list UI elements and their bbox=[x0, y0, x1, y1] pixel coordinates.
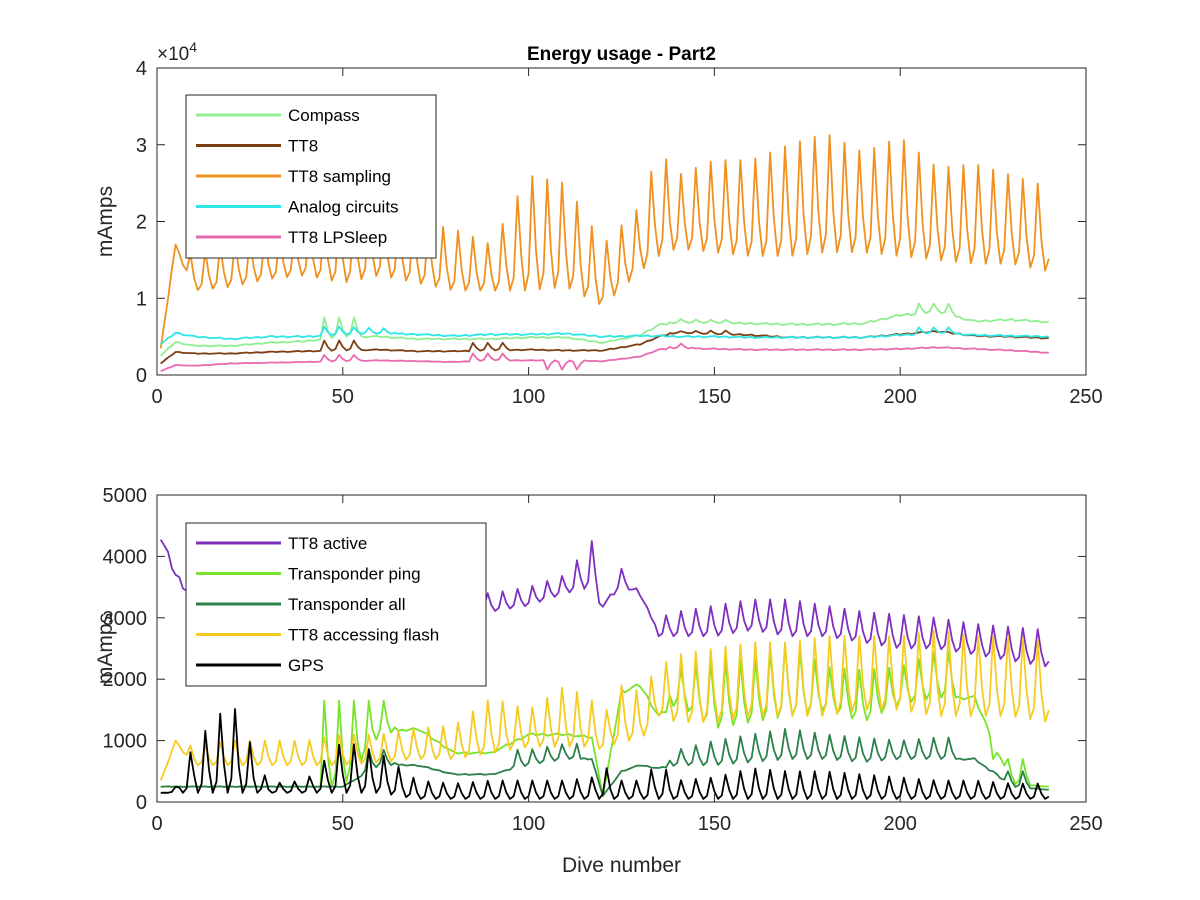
y-tick-label: 5000 bbox=[103, 485, 148, 507]
y-tick-label: 3000 bbox=[103, 608, 148, 630]
x-tick-label: 100 bbox=[512, 813, 545, 835]
legend-entry: Transponder all bbox=[288, 595, 406, 614]
x-tick-label: 100 bbox=[512, 386, 545, 408]
y-tick-label: 4000 bbox=[103, 546, 148, 568]
y-tick-label: 0 bbox=[136, 365, 147, 387]
y-tick-label: 2000 bbox=[103, 669, 148, 691]
legend-entry: Analog circuits bbox=[288, 198, 399, 217]
legend-entry: TT8 active bbox=[288, 534, 367, 553]
bottom-panel: 0 50 100 150 200 250 0 1000 2000 3000 4000 5000 mAmp… bbox=[94, 485, 1103, 877]
series-lines bbox=[159, 539, 1050, 800]
series-line-tt8-lpsleep bbox=[160, 342, 1049, 373]
legend: TT8 active Transponder ping Transponder al… bbox=[185, 522, 487, 687]
series-line-analog-circuits bbox=[160, 325, 1049, 346]
legend-entry: TT8 sampling bbox=[288, 167, 391, 186]
x-tick-label: 0 bbox=[151, 813, 162, 835]
x-tick-label: 50 bbox=[332, 813, 354, 835]
legend-entry: Transponder ping bbox=[288, 565, 421, 584]
y-exponent-power: 4 bbox=[189, 39, 197, 55]
legend-entry: Compass bbox=[288, 106, 360, 125]
x-tick-label: 50 bbox=[332, 386, 354, 408]
x-axis-label: Dive number bbox=[562, 854, 681, 877]
x-tick-label: 250 bbox=[1069, 813, 1102, 835]
series-line-gps bbox=[160, 708, 1050, 800]
series-line-transponder-all bbox=[160, 728, 1049, 797]
x-tick-label: 250 bbox=[1069, 386, 1102, 408]
y-axis-label: mAmps bbox=[94, 186, 117, 257]
legend-entry: TT8 LPSleep bbox=[288, 228, 387, 247]
y-tick-label: 1 bbox=[136, 288, 147, 310]
x-tick-label: 200 bbox=[884, 813, 917, 835]
series-line-tt8-accessing-flash bbox=[159, 629, 1050, 781]
y-axis-label: mAmps bbox=[94, 613, 117, 684]
legend-entry: GPS bbox=[288, 656, 324, 675]
y-tick-label: 3 bbox=[136, 135, 147, 157]
series-lines bbox=[159, 134, 1050, 373]
x-tick-label: 0 bbox=[151, 386, 162, 408]
x-tick-label: 200 bbox=[884, 386, 917, 408]
chart-title: Energy usage - Part2 bbox=[527, 44, 716, 65]
legend-entry: TT8 bbox=[288, 137, 318, 156]
y-tick-label: 1000 bbox=[103, 731, 148, 753]
legend: Compass TT8 TT8 sampling Analog circuits TT8… bbox=[185, 94, 437, 259]
x-tick-label: 150 bbox=[698, 386, 731, 408]
legend-entry: TT8 accessing flash bbox=[288, 626, 439, 645]
y-tick-label: 4 bbox=[136, 58, 147, 80]
y-tick-label: 0 bbox=[136, 792, 147, 814]
x-tick-label: 150 bbox=[698, 813, 731, 835]
series-line-compass bbox=[160, 302, 1049, 357]
y-tick-label: 2 bbox=[136, 212, 147, 234]
